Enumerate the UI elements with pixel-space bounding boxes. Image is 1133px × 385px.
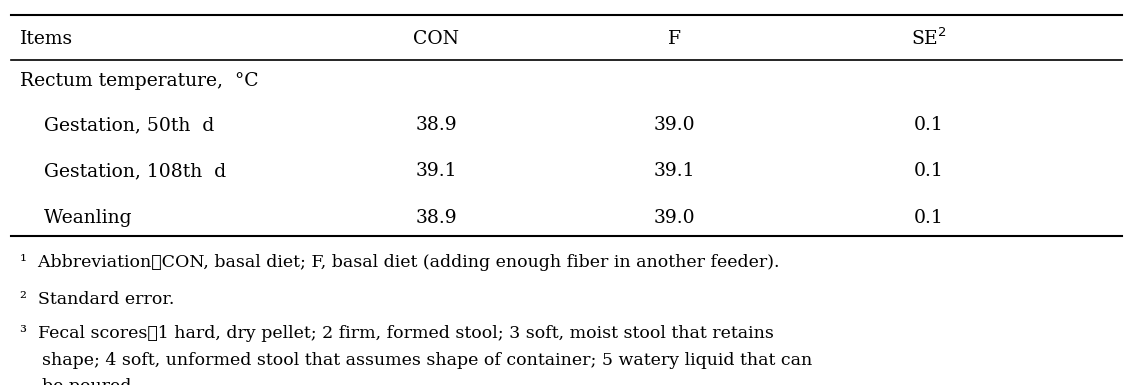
Text: Gestation, 50th  d: Gestation, 50th d <box>20 116 214 134</box>
Text: ³  Fecal scores：1 hard, dry pellet; 2 firm, formed stool; 3 soft, moist stool th: ³ Fecal scores：1 hard, dry pellet; 2 fir… <box>20 325 774 342</box>
Text: 38.9: 38.9 <box>416 116 457 134</box>
Text: ²  Standard error.: ² Standard error. <box>20 291 174 308</box>
Text: F: F <box>667 30 681 47</box>
Text: SE$^2$: SE$^2$ <box>911 28 947 49</box>
Text: 0.1: 0.1 <box>914 116 944 134</box>
Text: Items: Items <box>20 30 74 47</box>
Text: Weanling: Weanling <box>20 209 131 226</box>
Text: ¹  Abbreviation：CON, basal diet; F, basal diet (adding enough fiber in another f: ¹ Abbreviation：CON, basal diet; F, basal… <box>20 254 780 271</box>
Text: 39.1: 39.1 <box>654 162 695 180</box>
Text: Gestation, 108th  d: Gestation, 108th d <box>20 162 227 180</box>
Text: shape; 4 soft, unformed stool that assumes shape of container; 5 watery liquid t: shape; 4 soft, unformed stool that assum… <box>20 352 812 368</box>
Text: Rectum temperature,  °C: Rectum temperature, °C <box>20 72 259 90</box>
Text: 38.9: 38.9 <box>416 209 457 226</box>
Text: CON: CON <box>414 30 459 47</box>
Text: 39.0: 39.0 <box>654 209 695 226</box>
Text: 39.0: 39.0 <box>654 116 695 134</box>
Text: 39.1: 39.1 <box>416 162 457 180</box>
Text: be poured.: be poured. <box>20 378 137 385</box>
Text: 0.1: 0.1 <box>914 209 944 226</box>
Text: 0.1: 0.1 <box>914 162 944 180</box>
